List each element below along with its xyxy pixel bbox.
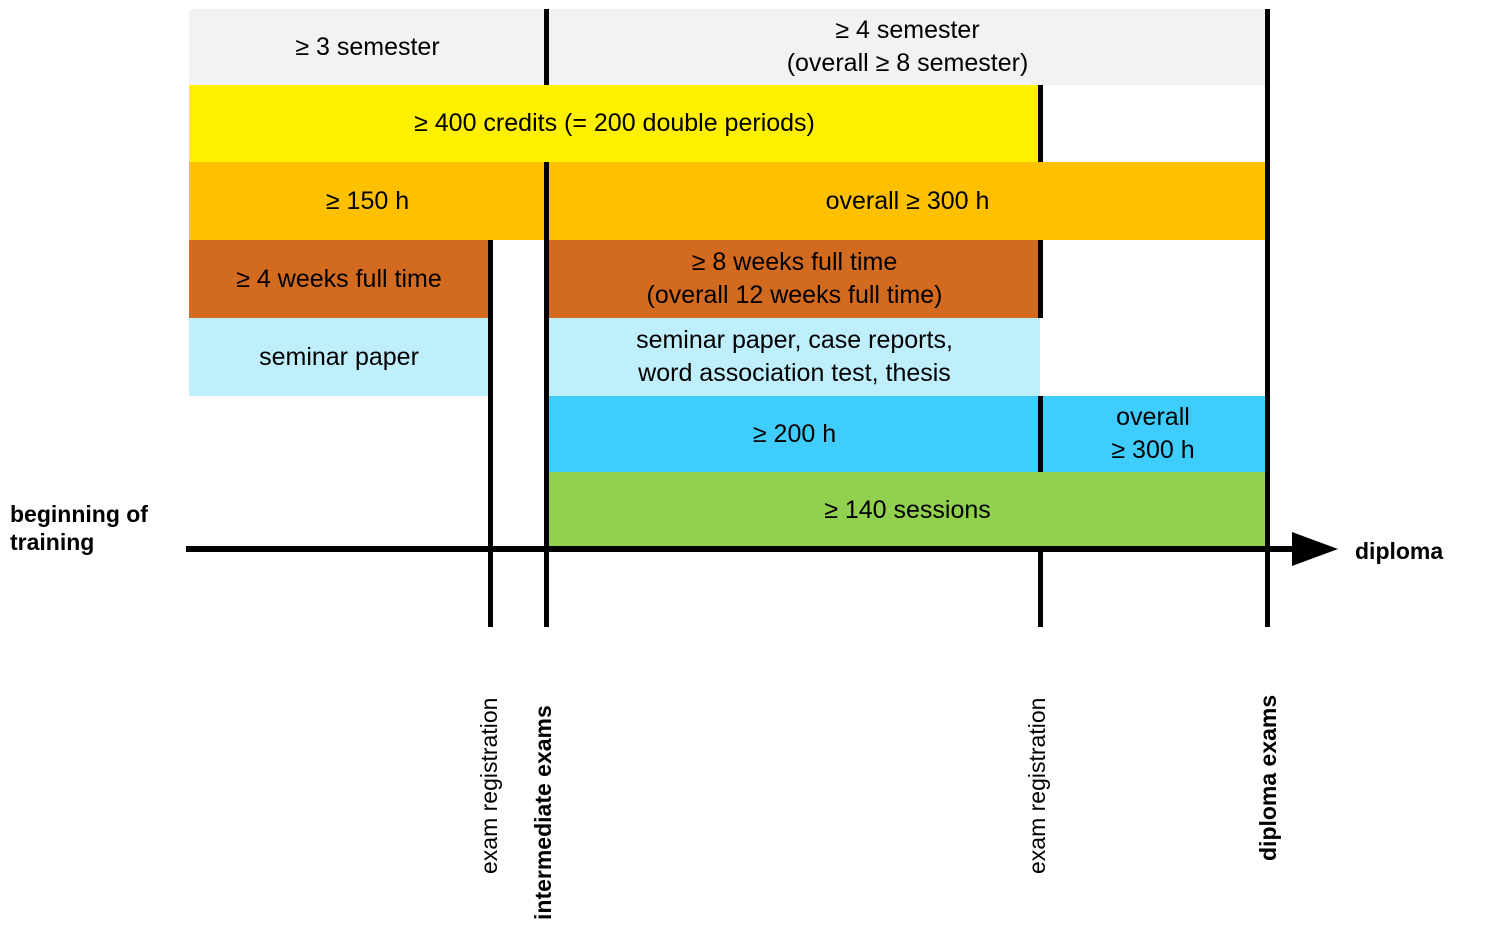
hours-block-1-label: ≥ 150 h bbox=[325, 186, 410, 215]
hours-block-2-label: overall ≥ 300 h bbox=[825, 186, 990, 215]
hours-block-3: ≥ 200 h bbox=[549, 396, 1040, 472]
diploma-exams-line bbox=[1265, 9, 1270, 627]
credits-block-label: ≥ 400 credits (= 200 double periods) bbox=[414, 109, 815, 137]
semester-block-2: ≥ 4 semester (overall ≥ 8 semester) bbox=[549, 9, 1266, 85]
exam-registration-line-2-bottom bbox=[1038, 396, 1043, 472]
milestone-diploma-exams: diploma exams bbox=[1255, 694, 1281, 861]
paper-block-1: seminar paper bbox=[189, 318, 489, 396]
hours-block-1: ≥ 150 h bbox=[189, 162, 546, 240]
sessions-block: ≥ 140 sessions bbox=[549, 472, 1266, 548]
intermediate-exams-line bbox=[544, 9, 549, 85]
weeks-block-1: ≥ 4 weeks full time bbox=[189, 240, 489, 318]
weeks-block-1-label: ≥ 4 weeks full time bbox=[236, 264, 442, 293]
hours-block-2: overall ≥ 300 h bbox=[549, 162, 1266, 240]
exam-registration-line-2-lower bbox=[1038, 240, 1043, 318]
timeline-end-label: diploma bbox=[1355, 538, 1444, 564]
paper-block-2-label: seminar paper, case reports, word associ… bbox=[636, 326, 953, 387]
semester-block-1-label: ≥ 3 semester bbox=[295, 32, 440, 61]
weeks-block-2-label: ≥ 8 weeks full time (overall 12 weeks fu… bbox=[646, 248, 943, 309]
exam-registration-line-2-axis bbox=[1038, 548, 1043, 627]
timeline-axis bbox=[186, 546, 1296, 552]
exam-registration-line-1 bbox=[488, 240, 493, 627]
timeline-arrowhead-icon bbox=[1292, 532, 1338, 566]
intermediate-exams-line-lower bbox=[544, 162, 549, 627]
paper-block-2: seminar paper, case reports, word associ… bbox=[549, 318, 1040, 396]
timeline-start-label: beginning of training bbox=[10, 501, 148, 555]
credits-block: ≥ 400 credits (= 200 double periods) bbox=[189, 85, 1040, 162]
milestone-intermediate-exams: intermediate exams bbox=[530, 705, 556, 920]
exam-registration-line-2 bbox=[1038, 85, 1043, 162]
semester-block-1: ≥ 3 semester bbox=[189, 9, 546, 85]
hours-block-3-label: ≥ 200 h bbox=[752, 419, 837, 448]
weeks-block-2: ≥ 8 weeks full time (overall 12 weeks fu… bbox=[549, 240, 1040, 318]
milestone-exam-registration-2: exam registration bbox=[1024, 697, 1050, 874]
hours-block-4: overall ≥ 300 h bbox=[1040, 396, 1266, 472]
semester-block-2-label: ≥ 4 semester (overall ≥ 8 semester) bbox=[786, 16, 1029, 77]
milestone-exam-registration-1: exam registration bbox=[476, 697, 502, 874]
sessions-block-label: ≥ 140 sessions bbox=[824, 495, 991, 524]
hours-block-4-label: overall ≥ 300 h bbox=[1111, 403, 1195, 464]
paper-block-1-label: seminar paper bbox=[259, 342, 419, 371]
